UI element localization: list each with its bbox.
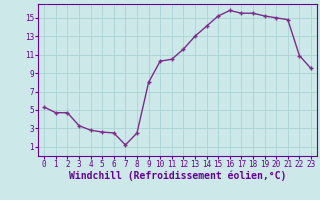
X-axis label: Windchill (Refroidissement éolien,°C): Windchill (Refroidissement éolien,°C) [69, 171, 286, 181]
